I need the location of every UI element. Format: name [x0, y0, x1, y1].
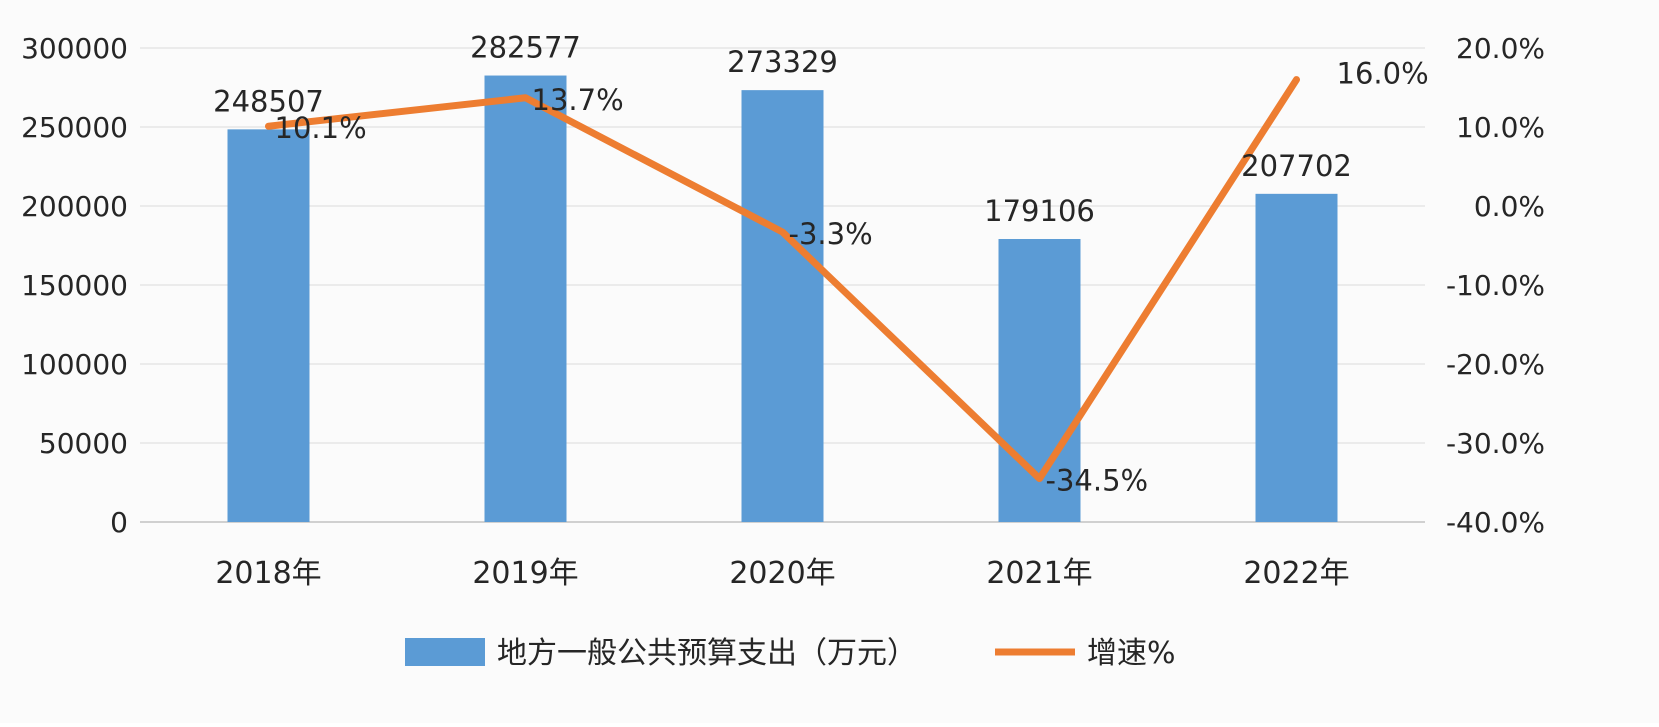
left-tick-label: 200000 [21, 190, 128, 223]
bar-series [227, 75, 1338, 523]
legend-label-bar: 地方一般公共预算支出（万元） [497, 636, 917, 671]
bar [741, 90, 824, 522]
x-tick-label: 2022年 [1243, 556, 1349, 591]
legend-label-line: 增速% [1087, 636, 1176, 671]
x-axis: 2018年 2019年 2020年 2021年 2022年 [215, 556, 1349, 591]
left-tick-label: 100000 [21, 348, 128, 381]
bar [1255, 193, 1338, 522]
line-value-label: -34.5% [1046, 464, 1149, 498]
left-tick-label: 0 [110, 506, 128, 539]
bar-value-label: 273329 [727, 45, 838, 79]
line-series [265, 76, 1300, 483]
right-tick-label: -40.0% [1446, 506, 1545, 539]
line-value-label: -3.3% [789, 217, 873, 251]
right-tick-label: -30.0% [1446, 427, 1545, 460]
left-tick-label: 50000 [39, 427, 128, 460]
bar-value-label: 282577 [470, 31, 581, 65]
left-tick-label: 150000 [21, 269, 128, 302]
right-axis: -40.0% -30.0% -20.0% -10.0% 0.0% 10.0% 20.0% [1446, 32, 1545, 539]
x-tick-label: 2021年 [986, 556, 1092, 591]
right-tick-label: 10.0% [1456, 111, 1545, 144]
left-tick-label: 300000 [21, 32, 128, 65]
legend: 地方一般公共预算支出（万元） 增速% [405, 636, 1176, 671]
x-tick-label: 2018年 [215, 556, 321, 591]
bar [227, 129, 310, 522]
legend-swatch-bar [405, 638, 485, 666]
right-tick-label: 0.0% [1474, 190, 1545, 223]
data-labels: 248507 282577 273329 179106 207702 10.1% 13.7%… [213, 31, 1429, 498]
left-axis: 0 50000 100000 150000 200000 250000 300000 [21, 32, 128, 539]
bar [484, 75, 567, 522]
right-tick-label: 20.0% [1456, 32, 1545, 65]
bar-value-label: 248507 [213, 84, 324, 118]
bar-value-label: 179106 [984, 194, 1095, 228]
bar-value-label: 207702 [1241, 149, 1352, 183]
right-tick-label: -10.0% [1446, 269, 1545, 302]
left-tick-label: 250000 [21, 111, 128, 144]
growth-line [265, 76, 1300, 483]
line-value-label: 10.1% [275, 111, 367, 145]
line-value-label: 16.0% [1337, 57, 1429, 91]
line-value-label: 13.7% [532, 83, 624, 117]
x-tick-label: 2020年 [729, 556, 835, 591]
right-tick-label: -20.0% [1446, 348, 1545, 381]
x-tick-label: 2019年 [472, 556, 578, 591]
